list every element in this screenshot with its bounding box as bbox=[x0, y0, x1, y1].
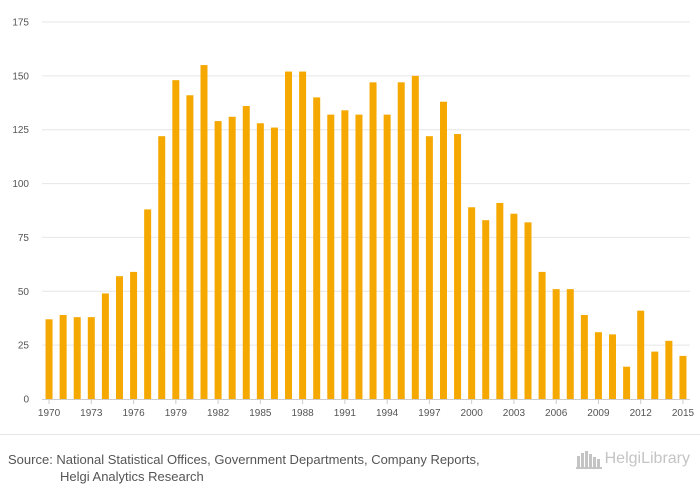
x-tick-label: 1985 bbox=[249, 408, 272, 419]
bar-1989 bbox=[313, 97, 321, 400]
bar-1992 bbox=[355, 114, 363, 399]
y-tick-label: 50 bbox=[18, 287, 30, 298]
bar-1980 bbox=[186, 95, 194, 399]
bar-1986 bbox=[270, 127, 278, 399]
y-tick-label: 0 bbox=[23, 395, 29, 406]
x-tick-label: 2015 bbox=[672, 408, 695, 419]
y-tick-label: 125 bbox=[12, 125, 29, 136]
bar-series bbox=[45, 65, 687, 400]
bar-2014 bbox=[665, 340, 673, 399]
bar-2015 bbox=[679, 355, 687, 399]
source-line-1: Source: National Statistical Offices, Go… bbox=[8, 452, 480, 467]
x-tick-label: 1988 bbox=[291, 408, 314, 419]
bar-1984 bbox=[242, 106, 250, 400]
bar-2005 bbox=[538, 271, 546, 399]
bar-2011 bbox=[623, 366, 631, 399]
bar-1983 bbox=[228, 116, 236, 399]
bar-1973 bbox=[87, 317, 95, 399]
library-icon bbox=[575, 451, 602, 469]
bar-2004 bbox=[524, 222, 532, 399]
bar-1994 bbox=[383, 114, 391, 399]
y-tick-label: 150 bbox=[12, 71, 29, 82]
x-tick-label: 1970 bbox=[38, 408, 61, 419]
bar-1991 bbox=[341, 110, 349, 399]
bar-1995 bbox=[397, 82, 405, 399]
bar-2002 bbox=[496, 202, 504, 399]
bar-1976 bbox=[130, 271, 138, 399]
bar-1993 bbox=[369, 82, 377, 399]
bar-2013 bbox=[651, 351, 659, 399]
source-line-2: Helgi Analytics Research bbox=[60, 469, 204, 484]
x-tick-label: 1991 bbox=[334, 408, 357, 419]
bar-1996 bbox=[411, 75, 419, 400]
x-tick-label: 1982 bbox=[207, 408, 230, 419]
bar-1971 bbox=[59, 314, 67, 399]
bar-1977 bbox=[144, 209, 152, 399]
bar-1999 bbox=[454, 134, 462, 399]
bar-1990 bbox=[327, 114, 335, 399]
bar-1982 bbox=[214, 121, 222, 399]
bar-2000 bbox=[468, 207, 476, 399]
x-tick-label: 2012 bbox=[630, 408, 653, 419]
x-tick-label: 1979 bbox=[165, 408, 188, 419]
brand-name: HelgiLibrary bbox=[604, 450, 690, 467]
bar-1988 bbox=[299, 71, 307, 400]
bar-1975 bbox=[115, 276, 123, 399]
bar-1972 bbox=[73, 317, 81, 399]
y-tick-label: 75 bbox=[18, 233, 30, 244]
footer-divider bbox=[0, 434, 700, 435]
x-tick-label: 1976 bbox=[122, 408, 145, 419]
bar-2001 bbox=[482, 220, 490, 399]
bar-1970 bbox=[45, 319, 53, 399]
x-axis: 1970 1973 1976 1979 1982 1985 1988 1991 1994 1997… bbox=[38, 399, 695, 419]
x-tick-label: 2000 bbox=[461, 408, 484, 419]
bar-1974 bbox=[101, 293, 109, 399]
x-tick-label: 1973 bbox=[80, 408, 103, 419]
bar-1987 bbox=[285, 71, 293, 400]
x-tick-label: 1997 bbox=[418, 408, 441, 419]
bar-2010 bbox=[609, 334, 617, 399]
y-tick-label: 100 bbox=[12, 179, 29, 190]
bar-2003 bbox=[510, 213, 518, 399]
bar-1981 bbox=[200, 65, 208, 399]
gridlines bbox=[42, 21, 690, 346]
x-tick-label: 2003 bbox=[503, 408, 526, 419]
bar-1979 bbox=[172, 80, 180, 400]
x-tick-label: 1994 bbox=[376, 408, 399, 419]
bar-chart: 0 25 50 75 100 125 150 175 1970 1973 1976 1979 1982… bbox=[12, 18, 695, 420]
y-axis: 0 25 50 75 100 125 150 175 bbox=[12, 18, 29, 406]
bar-1978 bbox=[158, 136, 166, 399]
bar-2012 bbox=[637, 310, 645, 399]
bar-1985 bbox=[256, 123, 264, 399]
bar-2009 bbox=[594, 332, 602, 399]
y-tick-label: 25 bbox=[18, 341, 30, 352]
bar-2006 bbox=[552, 289, 560, 399]
bar-2008 bbox=[580, 314, 588, 399]
bar-2007 bbox=[566, 289, 574, 399]
x-tick-label: 2006 bbox=[545, 408, 568, 419]
x-tick-label: 2009 bbox=[587, 408, 610, 419]
bar-1997 bbox=[425, 136, 433, 399]
bar-1998 bbox=[439, 101, 447, 400]
y-tick-label: 175 bbox=[12, 18, 29, 29]
source-note: Source: National Statistical Offices, Go… bbox=[8, 451, 548, 485]
brand-logo: HelgiLibrary bbox=[575, 449, 690, 469]
